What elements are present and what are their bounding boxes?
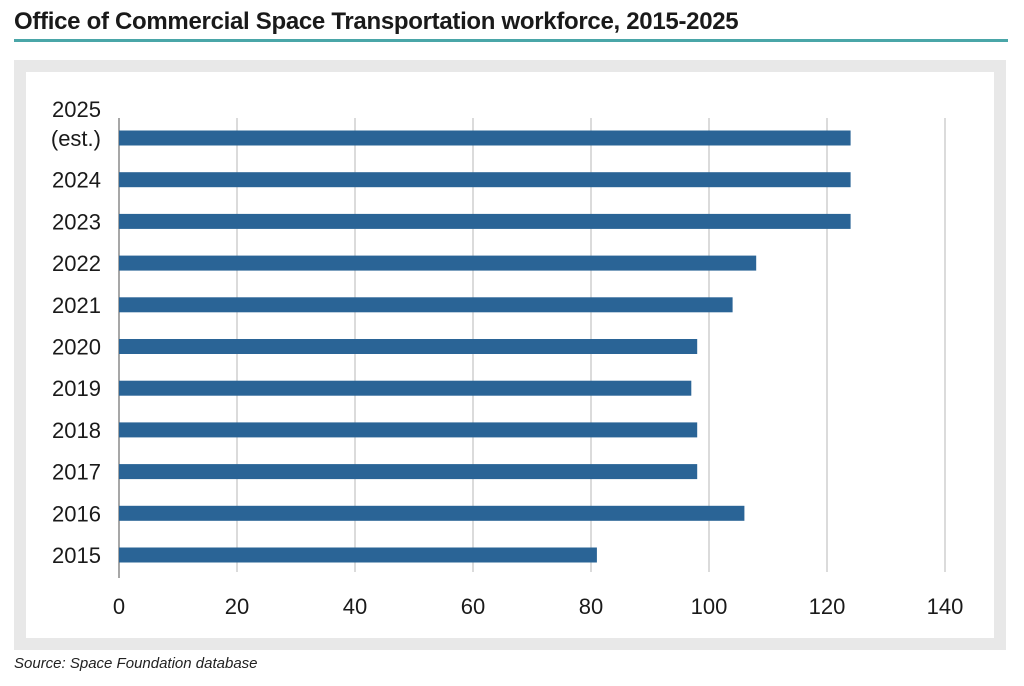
x-tick-label: 80 bbox=[579, 594, 603, 619]
bar bbox=[119, 547, 597, 563]
x-tick-label: 60 bbox=[461, 594, 485, 619]
category-label: 2020 bbox=[52, 335, 101, 360]
category-label: 2015 bbox=[52, 543, 101, 568]
category-label: 2024 bbox=[52, 168, 101, 193]
category-label: 2021 bbox=[52, 293, 101, 318]
bar bbox=[119, 380, 692, 396]
category-label: 2022 bbox=[52, 251, 101, 276]
plot-background bbox=[26, 72, 994, 638]
category-label: 2023 bbox=[52, 209, 101, 234]
category-label: 2016 bbox=[52, 501, 101, 526]
x-tick-label: 0 bbox=[113, 594, 125, 619]
x-tick-label: 120 bbox=[809, 594, 846, 619]
title-underline bbox=[14, 39, 1008, 42]
bar bbox=[119, 213, 851, 229]
bar bbox=[119, 255, 757, 271]
bar bbox=[119, 339, 698, 354]
x-tick-label: 40 bbox=[343, 594, 367, 619]
category-label: 2018 bbox=[52, 418, 101, 443]
category-label: 2025 bbox=[52, 97, 101, 122]
bar bbox=[119, 172, 851, 188]
x-tick-label: 20 bbox=[225, 594, 249, 619]
bar bbox=[119, 130, 851, 146]
chart-title: Office of Commercial Space Transportatio… bbox=[14, 8, 739, 35]
x-tick-label: 100 bbox=[691, 594, 728, 619]
x-tick-label: 140 bbox=[927, 594, 964, 619]
category-label: 2017 bbox=[52, 460, 101, 485]
source-note: Source: Space Foundation database bbox=[14, 655, 258, 672]
bar bbox=[119, 464, 698, 480]
category-label: (est.) bbox=[51, 126, 101, 151]
bar bbox=[119, 297, 733, 313]
bar bbox=[119, 505, 745, 521]
category-label: 2019 bbox=[52, 376, 101, 401]
bar bbox=[119, 422, 698, 438]
